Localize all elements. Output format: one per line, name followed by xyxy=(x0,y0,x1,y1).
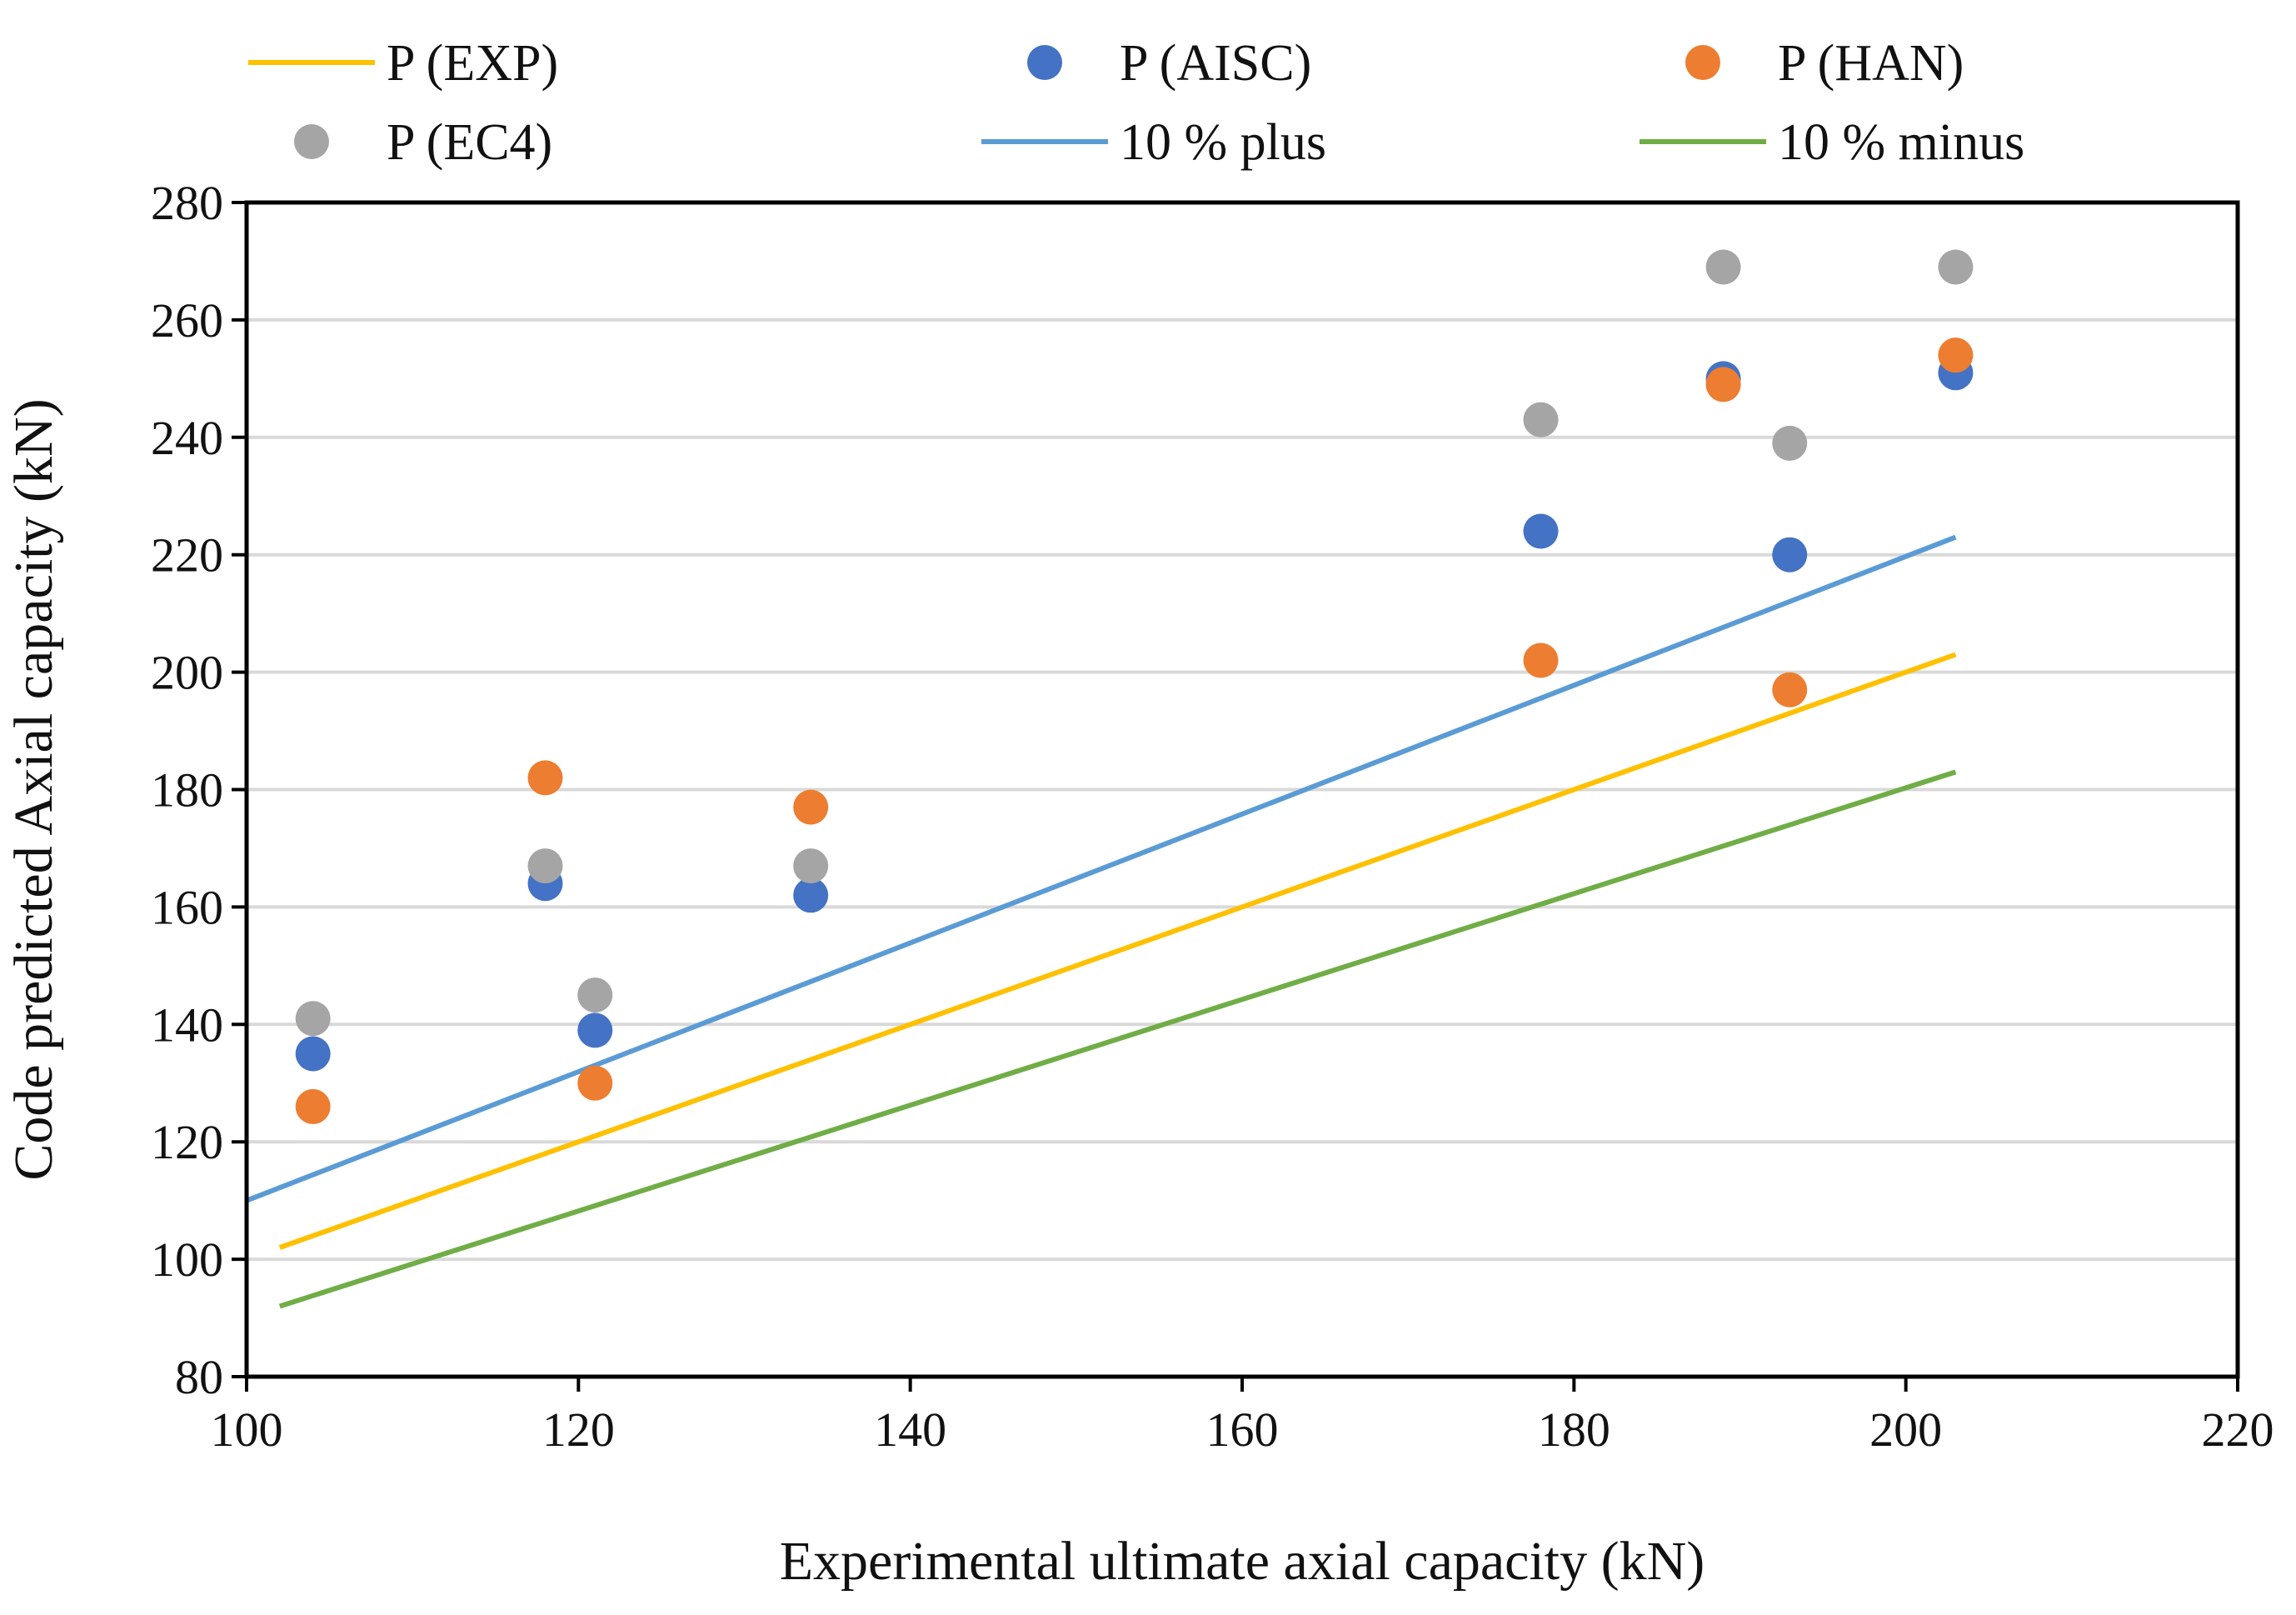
y-tick-label: 80 xyxy=(175,1350,223,1404)
legend-label-p-ec4: P (EC4) xyxy=(387,114,552,171)
y-tick-label: 120 xyxy=(151,1115,223,1169)
x-axis-ticks: 100 120 140 160 180 200 220 xyxy=(211,1377,2274,1457)
y-tick-label: 280 xyxy=(151,176,223,230)
series-points xyxy=(295,249,1974,1124)
data-point-p-aisc xyxy=(577,1012,613,1048)
legend-marker-p-han xyxy=(1685,45,1720,80)
data-point-p-ec4 xyxy=(1705,249,1741,285)
data-point-p-ec4 xyxy=(527,848,563,884)
legend-label-10-plus: 10 % plus xyxy=(1120,114,1326,171)
data-point-p-ec4 xyxy=(1523,402,1559,438)
data-point-p-ec4 xyxy=(295,1001,331,1037)
y-axis-title: Code predicted Axial capacity (kN) xyxy=(3,398,64,1180)
y-axis-ticks: 80 100 120 140 160 180 200 220 240 260 280 xyxy=(151,176,247,1404)
x-tick-label: 200 xyxy=(1869,1402,1942,1457)
data-point-p-ec4 xyxy=(577,978,613,1013)
y-tick-label: 240 xyxy=(151,411,223,465)
legend: P (EXP) P (AISC) P (HAN) P (EC4) 10 % plus 10… xyxy=(248,35,2024,171)
data-point-p-han xyxy=(1523,642,1559,678)
data-point-p-ec4 xyxy=(1938,249,1974,285)
data-point-p-han xyxy=(1772,672,1808,708)
series-lines xyxy=(245,534,1957,1309)
data-point-p-han xyxy=(527,760,563,796)
legend-label-p-aisc: P (AISC) xyxy=(1120,35,1311,92)
data-point-p-ec4 xyxy=(1772,425,1808,461)
y-tick-label: 260 xyxy=(151,293,223,348)
x-tick-label: 100 xyxy=(211,1402,283,1457)
data-point-p-aisc xyxy=(1772,537,1808,572)
legend-label-p-han: P (HAN) xyxy=(1778,35,1964,92)
data-point-p-han xyxy=(1705,367,1741,402)
x-axis-title: Experimental ultimate axial capacity (kN… xyxy=(780,1531,1705,1592)
data-point-p-ec4 xyxy=(793,848,829,884)
x-tick-label: 120 xyxy=(542,1402,615,1457)
y-tick-label: 100 xyxy=(151,1232,223,1287)
legend-marker-p-ec4 xyxy=(294,124,329,159)
data-point-p-han xyxy=(793,789,829,825)
x-tick-label: 220 xyxy=(2202,1402,2274,1457)
legend-label-p-exp: P (EXP) xyxy=(387,35,558,92)
x-tick-label: 160 xyxy=(1206,1402,1279,1457)
series-line-p-exp xyxy=(278,652,1957,1250)
y-tick-label: 180 xyxy=(151,763,223,818)
series-line-10-minus xyxy=(278,769,1957,1309)
data-point-p-han xyxy=(577,1065,613,1101)
legend-label-10-minus: 10 % minus xyxy=(1778,114,2024,171)
data-point-p-han xyxy=(295,1088,331,1124)
data-point-p-aisc xyxy=(295,1036,331,1072)
y-tick-label: 200 xyxy=(151,646,223,700)
series-line-10-plus xyxy=(245,534,1957,1203)
data-point-p-aisc xyxy=(1523,513,1559,549)
y-tick-label: 140 xyxy=(151,998,223,1052)
y-tick-label: 160 xyxy=(151,880,223,934)
x-tick-label: 140 xyxy=(874,1402,946,1457)
y-tick-label: 220 xyxy=(151,528,223,582)
data-point-p-aisc xyxy=(793,878,829,913)
x-tick-label: 180 xyxy=(1538,1402,1610,1457)
data-point-p-han xyxy=(1938,338,1974,373)
legend-marker-p-aisc xyxy=(1027,45,1062,80)
